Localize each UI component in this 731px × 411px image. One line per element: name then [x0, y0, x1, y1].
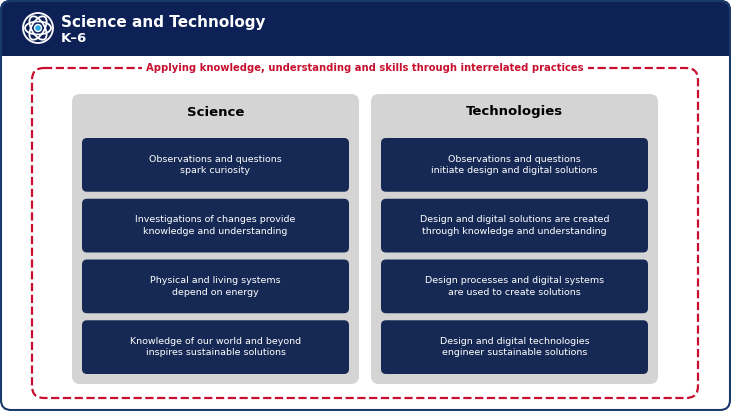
FancyBboxPatch shape	[82, 320, 349, 374]
FancyBboxPatch shape	[72, 94, 359, 384]
Text: Design processes and digital systems
are used to create solutions: Design processes and digital systems are…	[425, 276, 604, 297]
FancyBboxPatch shape	[381, 259, 648, 313]
FancyBboxPatch shape	[381, 138, 648, 192]
Text: Applying knowledge, understanding and skills through interrelated practices: Applying knowledge, understanding and sk…	[146, 63, 584, 73]
Text: Knowledge of our world and beyond
inspires sustainable solutions: Knowledge of our world and beyond inspir…	[130, 337, 301, 357]
FancyBboxPatch shape	[371, 94, 658, 384]
Text: Observations and questions
spark curiosity: Observations and questions spark curiosi…	[149, 155, 282, 175]
FancyBboxPatch shape	[82, 259, 349, 313]
Text: K–6: K–6	[61, 32, 87, 44]
FancyBboxPatch shape	[381, 320, 648, 374]
Text: Technologies: Technologies	[466, 106, 563, 118]
Text: Science and Technology: Science and Technology	[61, 14, 265, 30]
FancyBboxPatch shape	[32, 68, 698, 398]
Text: Physical and living systems
depend on energy: Physical and living systems depend on en…	[150, 276, 281, 297]
FancyBboxPatch shape	[82, 199, 349, 252]
FancyBboxPatch shape	[0, 0, 731, 56]
FancyBboxPatch shape	[82, 138, 349, 192]
Text: Design and digital solutions are created
through knowledge and understanding: Design and digital solutions are created…	[420, 215, 609, 236]
Bar	[0, 28, 731, 56]
Text: Observations and questions
initiate design and digital solutions: Observations and questions initiate desi…	[431, 155, 598, 175]
Text: Investigations of changes provide
knowledge and understanding: Investigations of changes provide knowle…	[135, 215, 295, 236]
Text: Design and digital technologies
engineer sustainable solutions: Design and digital technologies engineer…	[439, 337, 589, 357]
FancyBboxPatch shape	[381, 199, 648, 252]
Circle shape	[34, 25, 42, 32]
Text: Science: Science	[187, 106, 244, 118]
